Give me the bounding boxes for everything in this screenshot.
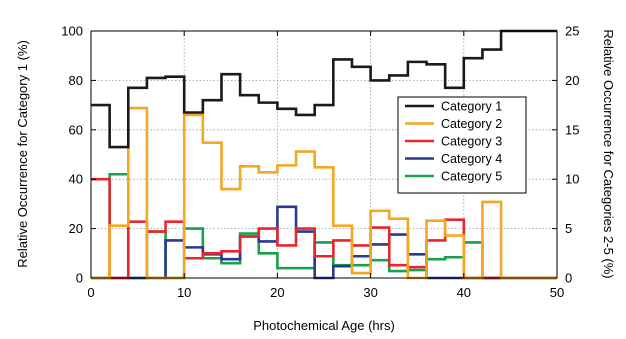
y-left-tick-label: 20 xyxy=(69,221,83,236)
x-tick-label: 20 xyxy=(270,285,284,300)
x-tick-label: 40 xyxy=(457,285,471,300)
y-left-tick-label: 100 xyxy=(61,24,83,39)
legend-label-category-5: Category 5 xyxy=(441,170,502,184)
y-right-tick-label: 20 xyxy=(565,73,579,88)
legend-label-category-1: Category 1 xyxy=(441,100,502,114)
legend-label-category-2: Category 2 xyxy=(441,117,502,131)
y-right-tick-label: 5 xyxy=(565,221,572,236)
plot-frame xyxy=(90,30,558,279)
x-tick-label: 50 xyxy=(550,285,564,300)
y-right-tick-label: 0 xyxy=(565,271,572,286)
y-right-tick-label: 10 xyxy=(565,172,579,187)
x-tick-label: 0 xyxy=(87,285,94,300)
y-right-tick-label: 25 xyxy=(565,24,579,39)
legend: Category 1 Category 2 Category 3 Category 4… xyxy=(397,96,527,194)
y-left-tick-label: 80 xyxy=(69,73,83,88)
x-tick-label: 10 xyxy=(177,285,191,300)
y-left-tick-label: 40 xyxy=(69,172,83,187)
x-tick-label: 30 xyxy=(363,285,377,300)
series-line-category-1 xyxy=(91,29,557,149)
y-right-tick-label: 15 xyxy=(565,122,579,137)
y-left-tick-label: 60 xyxy=(69,122,83,137)
legend-label-category-4: Category 4 xyxy=(441,152,502,166)
y-axis-left-label: Relative Occurrence for Category 1 (%) xyxy=(15,40,30,268)
x-axis-label: Photochemical Age (hrs) xyxy=(253,318,395,333)
series-layer xyxy=(91,29,557,280)
legend-label-category-3: Category 3 xyxy=(441,135,502,149)
y-left-tick-label: 0 xyxy=(76,271,83,286)
y-axis-right-label: Relative Occurrence for Categories 2-5 (… xyxy=(601,29,616,278)
